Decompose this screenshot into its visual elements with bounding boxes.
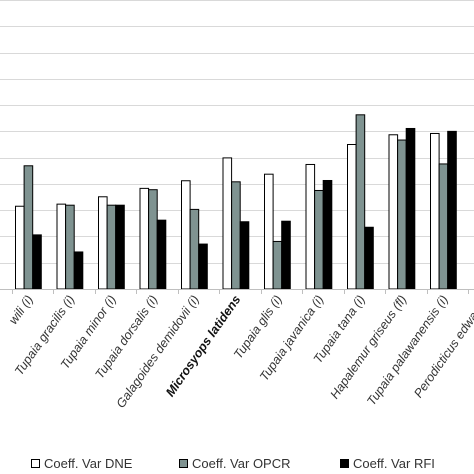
category-label-4: Galagoides demidovii (i) [114, 293, 202, 411]
bar-chart: wili (i)Tupaia gracilis (i)Tupaia minor … [0, 0, 474, 411]
bar-opcr-1 [65, 204, 75, 290]
legend-label-dne: Coeff. Var DNE [44, 456, 133, 471]
bar-opcr-0 [23, 165, 34, 290]
legend: Coeff. Var DNE Coeff. Var OPCR Coeff. Va… [0, 452, 474, 474]
bar-rfi-4 [198, 243, 208, 290]
bar-dne-8 [347, 144, 357, 290]
category-label-9: Hapalemur griseus (fl) [327, 293, 409, 402]
bar-dne-5 [222, 157, 233, 290]
bar-dne-1 [56, 203, 67, 290]
bar-dne-3 [139, 187, 150, 290]
bar-opcr-5 [231, 181, 241, 290]
bar-opcr-4 [189, 208, 200, 290]
bar-rfi-0 [32, 234, 42, 290]
bar-rfi-3 [156, 219, 167, 290]
bar-dne-10 [430, 132, 440, 290]
category-label-0: wili (i) [6, 293, 36, 327]
bar-rfi-5 [239, 221, 250, 290]
bar-rfi-6 [281, 220, 291, 290]
bar-dne-7 [305, 163, 316, 290]
legend-swatch-dne [31, 459, 40, 468]
bar-dne-4 [181, 180, 191, 290]
bar-opcr-2 [106, 204, 117, 290]
bar-opcr-8 [355, 114, 366, 290]
legend-swatch-rfi [340, 459, 349, 468]
bar-opcr-7 [314, 189, 324, 290]
bar-rfi-1 [73, 251, 84, 290]
category-label-10: Tupaia palawanensis (i) [364, 293, 451, 408]
legend-label-opcr: Coeff. Var OPCR [192, 456, 291, 471]
bar-opcr-10 [438, 163, 449, 290]
bar-dne-9 [388, 134, 399, 290]
legend-swatch-opcr [179, 459, 188, 468]
bar-dne-6 [264, 173, 274, 290]
bar-opcr-6 [272, 240, 283, 290]
legend-item-opcr: Coeff. Var OPCR [179, 456, 291, 471]
bar-dne-0 [15, 205, 25, 290]
legend-label-rfi: Coeff. Var RFI [353, 456, 435, 471]
bar-rfi-8 [364, 226, 374, 290]
bar-opcr-9 [397, 139, 407, 290]
category-label-5: Microsyops latidens [163, 293, 243, 400]
bar-opcr-3 [148, 189, 158, 290]
bar-rfi-10 [447, 130, 457, 290]
bar-dne-2 [98, 196, 108, 290]
bar-rfi-9 [405, 127, 416, 290]
legend-item-dne: Coeff. Var DNE [31, 456, 132, 471]
legend-item-rfi: Coeff. Var RFI [340, 456, 435, 471]
bar-rfi-7 [322, 179, 333, 290]
bar-rfi-2 [115, 204, 125, 290]
